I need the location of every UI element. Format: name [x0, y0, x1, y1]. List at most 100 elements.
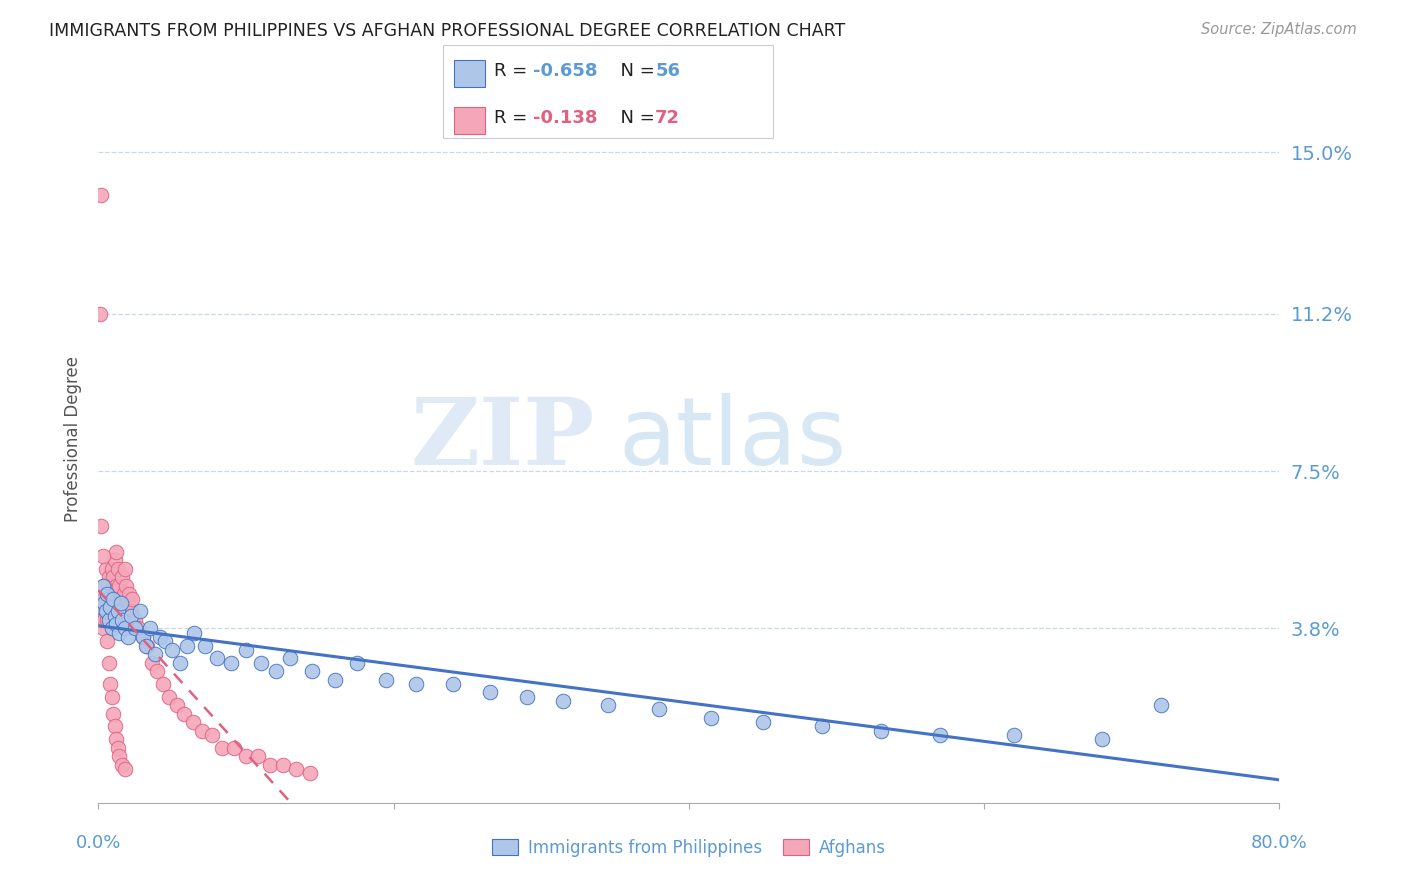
Point — [98, 600, 121, 615]
Point — [96, 613, 118, 627]
Point — [108, 625, 131, 640]
Point — [1091, 732, 1114, 747]
Point — [152, 677, 174, 691]
Point — [107, 562, 129, 576]
Point — [107, 740, 129, 755]
Point — [194, 639, 217, 653]
Point — [176, 639, 198, 653]
Point — [648, 702, 671, 716]
Text: -0.138: -0.138 — [533, 109, 598, 127]
Point — [96, 587, 118, 601]
Point — [162, 642, 183, 657]
Text: 72: 72 — [655, 109, 681, 127]
Point — [107, 591, 129, 606]
Point — [100, 562, 122, 576]
Text: 0.0%: 0.0% — [76, 834, 121, 852]
Point — [191, 723, 214, 738]
Point — [103, 600, 125, 615]
Point — [98, 605, 121, 619]
Point — [96, 634, 118, 648]
Point — [132, 630, 155, 644]
Point — [105, 732, 128, 747]
Point — [111, 613, 134, 627]
Legend: Immigrants from Philippines, Afghans: Immigrants from Philippines, Afghans — [485, 832, 893, 863]
Point — [221, 656, 243, 670]
Point — [700, 711, 723, 725]
Point — [201, 728, 224, 742]
Point — [100, 622, 122, 636]
Point — [91, 622, 114, 636]
Point — [108, 749, 131, 764]
Point — [91, 549, 114, 564]
Point — [478, 685, 501, 699]
Point — [211, 740, 233, 755]
Point — [90, 187, 112, 202]
Point — [108, 579, 131, 593]
Point — [136, 639, 159, 653]
Point — [94, 605, 117, 619]
Point — [259, 757, 281, 772]
Point — [127, 622, 149, 636]
Point — [810, 719, 832, 733]
Point — [98, 677, 121, 691]
Point — [173, 706, 195, 721]
Point — [112, 587, 135, 601]
Point — [91, 591, 114, 606]
Point — [97, 570, 120, 584]
Point — [141, 656, 163, 670]
Point — [91, 579, 114, 593]
Point — [146, 664, 169, 678]
Point — [285, 762, 308, 776]
Point — [405, 677, 427, 691]
Point — [104, 553, 127, 567]
Text: N =: N = — [609, 109, 661, 127]
Point — [132, 630, 155, 644]
Point — [181, 714, 204, 729]
Point — [96, 587, 118, 601]
Point — [89, 613, 111, 627]
Point — [100, 690, 122, 704]
Point — [104, 587, 127, 601]
Point — [103, 570, 125, 584]
Point — [271, 757, 294, 772]
Point — [250, 656, 273, 670]
Point — [117, 596, 139, 610]
Point — [90, 600, 112, 615]
Point — [104, 719, 127, 733]
Point — [105, 617, 128, 632]
Point — [118, 587, 141, 601]
Point — [93, 579, 115, 593]
Point — [93, 613, 115, 627]
Point — [166, 698, 188, 712]
Point — [153, 634, 176, 648]
Point — [375, 673, 398, 687]
Point — [97, 656, 120, 670]
Point — [90, 519, 112, 533]
Point — [115, 579, 138, 593]
Text: 56: 56 — [655, 62, 681, 79]
Point — [135, 639, 157, 653]
Point — [280, 651, 302, 665]
Point — [94, 562, 117, 576]
Point — [553, 694, 575, 708]
Point — [169, 656, 191, 670]
Point — [89, 307, 111, 321]
Point — [100, 591, 122, 606]
Point — [120, 605, 142, 619]
Point — [235, 642, 257, 657]
Point — [246, 749, 269, 764]
Text: 80.0%: 80.0% — [1251, 834, 1308, 852]
Text: IMMIGRANTS FROM PHILIPPINES VS AFGHAN PROFESSIONAL DEGREE CORRELATION CHART: IMMIGRANTS FROM PHILIPPINES VS AFGHAN PR… — [49, 22, 845, 40]
Point — [110, 596, 132, 610]
Point — [120, 608, 142, 623]
Point — [124, 622, 146, 636]
Text: atlas: atlas — [619, 393, 846, 485]
Point — [117, 630, 139, 644]
Point — [516, 690, 538, 704]
Text: ZIP: ZIP — [411, 394, 595, 484]
Point — [323, 673, 346, 687]
Point — [870, 723, 893, 738]
Point — [157, 690, 180, 704]
Point — [110, 591, 132, 606]
Point — [104, 608, 127, 623]
